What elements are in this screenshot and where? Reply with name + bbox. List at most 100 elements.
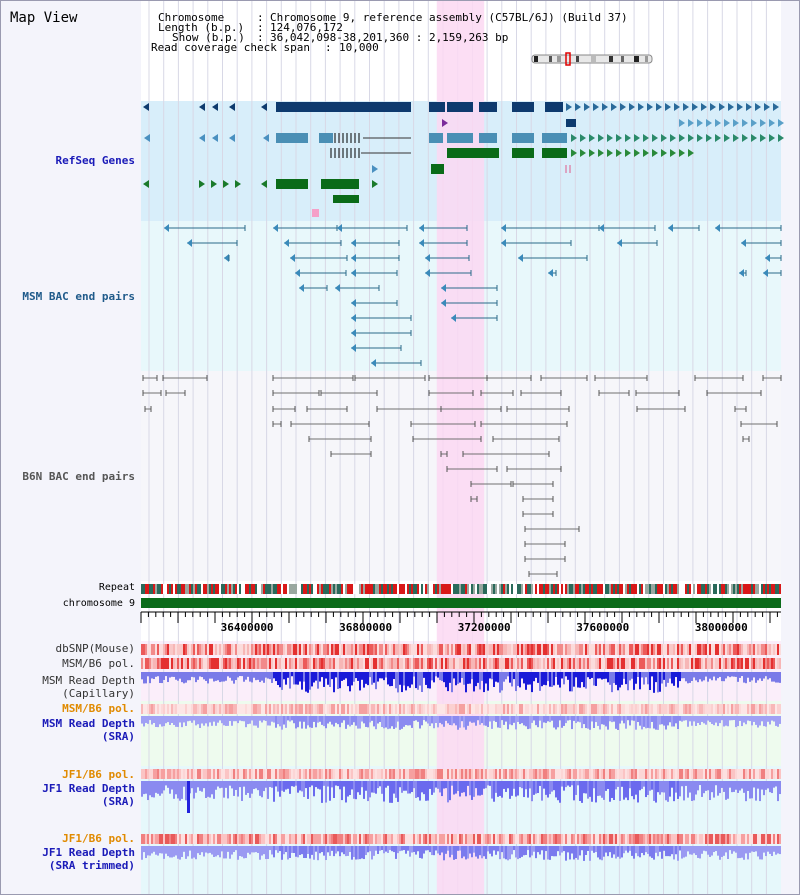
- depth-bar: [701, 781, 703, 797]
- heat-cell: [367, 834, 369, 844]
- heat-cell: [621, 834, 623, 844]
- heat-cell: [637, 644, 639, 655]
- heat-cell: [677, 704, 679, 714]
- heat-cell: [567, 644, 569, 655]
- depth-bar: [587, 716, 589, 729]
- heat-cell: [703, 834, 705, 844]
- heat-cell: [401, 658, 403, 669]
- heat-cell: [359, 644, 361, 655]
- heat-cell: [143, 644, 145, 655]
- heat-cell: [777, 658, 779, 669]
- depth-bar: [229, 672, 231, 678]
- heat-cell: [453, 769, 455, 779]
- heat-cell: [391, 834, 393, 844]
- heat-cell: [275, 704, 277, 714]
- heat-cell: [523, 704, 525, 714]
- depth-bar: [341, 672, 343, 681]
- heat-cell: [695, 769, 697, 779]
- heat-cell: [499, 769, 501, 779]
- depth-bar: [573, 846, 575, 860]
- heat-cell: [343, 704, 345, 714]
- info-length-value: 124,076,172: [270, 21, 343, 34]
- heat-cell: [587, 769, 589, 779]
- depth-bar: [515, 716, 517, 730]
- depth-bar: [153, 781, 155, 798]
- heat-cell: [615, 704, 617, 714]
- depth-bar: [269, 672, 271, 680]
- depth-bar: [141, 846, 143, 860]
- repeat-segment: [365, 584, 367, 594]
- gene-arrow: [652, 149, 658, 157]
- heat-cell: [425, 769, 427, 779]
- heat-cell: [489, 769, 491, 779]
- heat-cell: [595, 834, 597, 844]
- depth-bar: [319, 716, 321, 722]
- depth-bar: [183, 781, 185, 787]
- heat-cell: [679, 834, 681, 844]
- depth-bar: [363, 781, 365, 799]
- track-label-jf1-depth-sra: JF1 Read Depth: [42, 782, 135, 795]
- depth-bar: [399, 716, 401, 730]
- depth-bar: [641, 716, 643, 730]
- repeat-segment: [551, 584, 553, 594]
- heat-cell: [551, 769, 553, 779]
- depth-bar: [681, 672, 683, 679]
- depth-bar: [551, 846, 553, 857]
- depth-bar: [473, 716, 475, 723]
- depth-bar: [707, 716, 709, 721]
- depth-bar: [357, 716, 359, 729]
- heat-cell: [333, 658, 335, 669]
- heat-cell: [483, 658, 485, 669]
- heat-cell: [737, 658, 739, 669]
- repeat-segment: [563, 584, 565, 594]
- depth-bar: [147, 846, 149, 856]
- gene-arrow: [697, 119, 703, 127]
- depth-bar: [403, 846, 405, 851]
- heat-cell: [267, 704, 269, 714]
- heat-cell: [259, 704, 261, 714]
- heat-cell: [729, 704, 731, 714]
- repeat-segment: [371, 584, 373, 594]
- depth-bar: [627, 672, 629, 691]
- heat-cell: [767, 658, 769, 669]
- depth-bar: [551, 781, 553, 792]
- heat-cell: [289, 769, 291, 779]
- depth-bar: [599, 846, 601, 860]
- depth-bar: [249, 781, 251, 798]
- depth-bar: [291, 846, 293, 853]
- heat-cell: [483, 834, 485, 844]
- depth-bar: [649, 781, 651, 791]
- heat-cell: [557, 658, 559, 669]
- depth-bar: [409, 716, 411, 726]
- heat-cell: [593, 769, 595, 779]
- heat-cell: [169, 644, 171, 655]
- depth-bar: [569, 672, 571, 692]
- depth-bar: [385, 716, 387, 728]
- heat-cell: [171, 704, 173, 714]
- depth-bar: [431, 781, 433, 795]
- repeat-segment: [179, 584, 181, 594]
- depth-bar: [693, 781, 695, 801]
- heat-cell: [661, 769, 663, 779]
- heat-cell: [581, 658, 583, 669]
- heat-cell: [655, 704, 657, 714]
- heat-cell: [541, 658, 543, 669]
- heat-cell: [309, 644, 311, 655]
- depth-bar: [557, 716, 559, 728]
- gene-arrow: [638, 103, 644, 111]
- heat-cell: [729, 769, 731, 779]
- heat-cell: [697, 644, 699, 655]
- heat-cell: [351, 769, 353, 779]
- heat-cell: [193, 658, 195, 669]
- depth-bar: [731, 781, 733, 793]
- depth-bar: [413, 716, 415, 721]
- depth-bar: [515, 781, 517, 797]
- depth-bar: [535, 672, 537, 678]
- heat-cell: [275, 658, 277, 669]
- heat-cell: [575, 644, 577, 655]
- heat-cell: [255, 658, 257, 669]
- depth-bar: [337, 846, 339, 852]
- heat-cell: [225, 644, 227, 655]
- depth-bar: [527, 781, 529, 798]
- repeat-segment: [397, 584, 399, 594]
